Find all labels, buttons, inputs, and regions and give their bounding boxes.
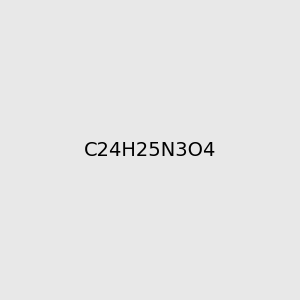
Text: C24H25N3O4: C24H25N3O4 <box>84 140 216 160</box>
